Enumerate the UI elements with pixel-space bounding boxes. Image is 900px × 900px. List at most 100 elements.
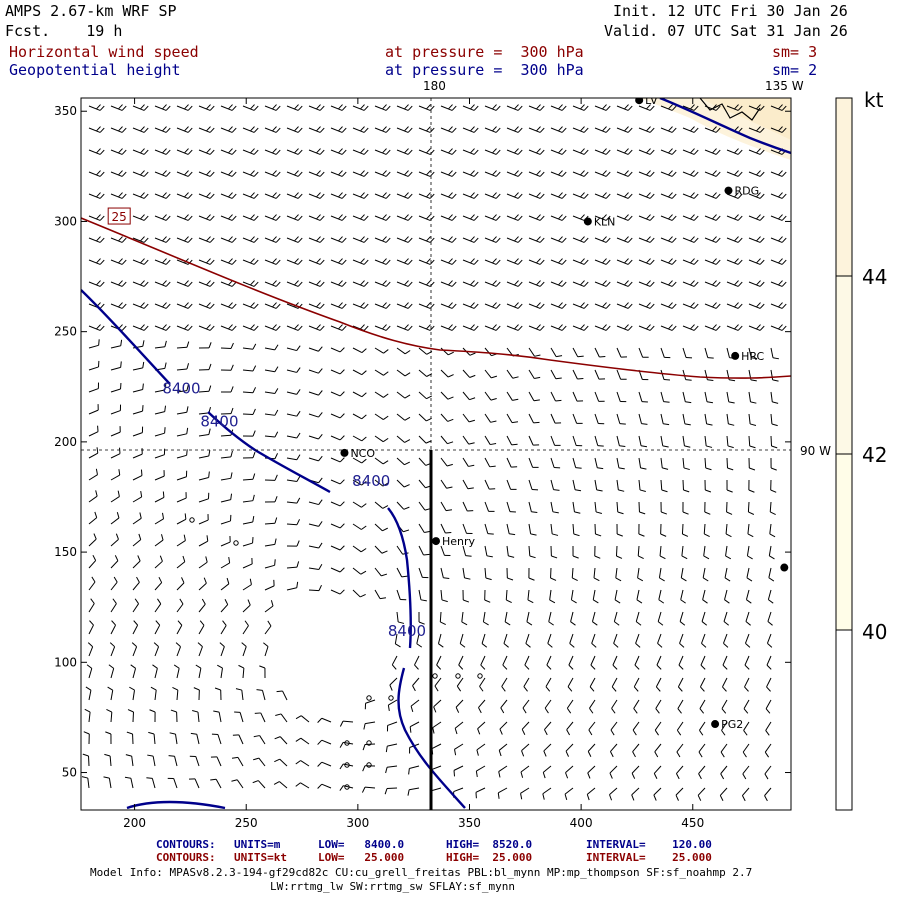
- wind-barb: [440, 302, 457, 309]
- wind-barb: [242, 557, 253, 569]
- wind-barb: [660, 214, 677, 221]
- wind-barb: [132, 324, 149, 331]
- wind-barb: [528, 457, 539, 468]
- wind-barb: [110, 576, 118, 591]
- footer-high-1: HIGH= 8520.0: [446, 838, 533, 851]
- wind-barb: [154, 576, 163, 591]
- wind-speed-contour: [81, 217, 791, 379]
- wind-barb: [550, 126, 567, 133]
- wind-barb: [330, 435, 345, 441]
- wind-barb: [660, 324, 677, 331]
- wind-barb: [616, 148, 633, 155]
- wind-barb: [698, 743, 706, 758]
- wind-barb: [385, 743, 398, 753]
- wind-barb: [677, 677, 684, 692]
- wind-barb: [568, 655, 574, 670]
- wind-barb: [330, 214, 347, 221]
- wind-barb: [616, 391, 627, 403]
- wind-barb: [132, 405, 144, 415]
- wind-barb: [506, 413, 519, 424]
- wind-barb: [616, 302, 633, 309]
- wind-barb: [462, 391, 476, 401]
- wind-barb: [198, 104, 215, 111]
- wind-barb: [308, 192, 325, 199]
- wind-barb: [352, 280, 369, 287]
- wind-barb: [572, 545, 579, 559]
- wind-barb: [611, 699, 618, 714]
- wind-barb: [550, 545, 558, 559]
- wind-barb: [682, 170, 699, 177]
- wind-barb: [721, 699, 728, 714]
- wind-barb: [330, 347, 345, 353]
- wind-barb: [616, 413, 626, 425]
- wind-barb: [176, 534, 186, 547]
- wind-barb: [742, 743, 750, 758]
- wind-barb: [462, 501, 474, 512]
- wind-barb: [211, 733, 222, 745]
- wind-barb: [506, 523, 516, 536]
- wind-barb: [660, 192, 677, 199]
- wind-barb: [682, 214, 699, 221]
- wind-barb: [615, 545, 623, 559]
- wind-barb: [506, 324, 523, 331]
- wind-barb: [374, 104, 391, 111]
- wind-barb: [484, 589, 491, 603]
- x-tick-label: 200: [123, 816, 146, 830]
- wind-barb: [638, 391, 648, 403]
- wind-barb: [462, 457, 475, 467]
- wind-barb: [198, 620, 205, 635]
- wind-barb: [263, 642, 269, 657]
- wind-barb: [660, 347, 671, 359]
- wind-barb: [506, 148, 523, 155]
- wind-barb: [770, 479, 777, 493]
- wind-barb: [198, 236, 215, 243]
- wind-barb: [748, 457, 756, 471]
- wind-barb: [719, 787, 728, 802]
- wind-barb: [88, 258, 105, 265]
- wind-barb: [364, 699, 376, 710]
- wind-barb: [374, 567, 388, 577]
- wind-barb: [766, 677, 772, 692]
- wind-barb: [660, 523, 667, 537]
- wind-barb: [616, 258, 633, 265]
- wind-barb: [132, 170, 149, 177]
- wind-barb: [638, 258, 655, 265]
- wind-barb: [330, 501, 345, 507]
- wind-barb: [195, 664, 202, 679]
- wind-barb: [110, 382, 122, 393]
- wind-barb: [744, 633, 751, 648]
- wind-barb: [88, 192, 105, 199]
- wind-barb: [526, 611, 533, 626]
- y-tick-label: 250: [54, 325, 77, 339]
- wind-barb: [408, 765, 420, 775]
- wind-barb: [768, 545, 775, 560]
- wind-barb: [676, 721, 684, 736]
- wind-barb: [616, 435, 626, 447]
- wind-barb: [478, 699, 486, 714]
- wind-barb: [572, 126, 589, 133]
- wind-barb: [154, 620, 161, 635]
- wind-barb: [506, 280, 523, 287]
- wind-barb: [235, 688, 244, 701]
- wind-barb: [725, 545, 732, 560]
- wind-barb: [242, 620, 249, 635]
- wind-barb: [352, 479, 367, 486]
- wind-barb: [374, 479, 389, 487]
- calm-wind-marker: [366, 695, 372, 701]
- wind-barb: [765, 699, 772, 714]
- wind-barb: [528, 413, 540, 424]
- x-tick-label: 250: [235, 816, 258, 830]
- wind-barb: [410, 699, 420, 713]
- field-level-wind: at pressure = 300 hPa: [385, 43, 584, 61]
- height-contour-label: 8400: [352, 472, 390, 490]
- wind-barb: [440, 347, 454, 356]
- wind-barb: [528, 479, 539, 491]
- wind-barb: [389, 677, 398, 691]
- wind-barb: [154, 555, 163, 569]
- wind-barb: [154, 491, 165, 503]
- wind-barb: [352, 214, 369, 221]
- wind-barb: [682, 479, 690, 493]
- wind-barb: [476, 743, 486, 756]
- wind-speed-label-box: [107, 207, 131, 225]
